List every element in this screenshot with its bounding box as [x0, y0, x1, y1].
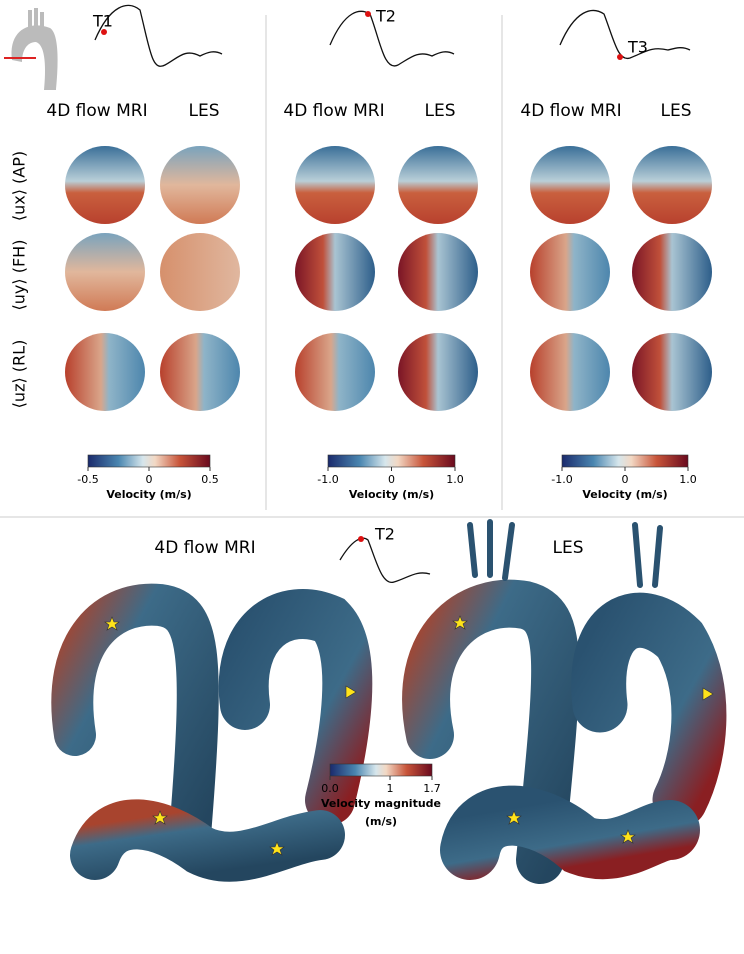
column-label: 4D flow MRI [283, 101, 384, 121]
velocity-disc [398, 146, 478, 224]
row-label: ⟨uz⟩ (RL) [10, 340, 29, 409]
colorbar-label: Velocity (m/s) [582, 488, 667, 501]
colorbar-tick-label: 1 [387, 782, 394, 795]
velocity-disc [65, 333, 145, 411]
velocity-disc [530, 333, 610, 411]
waveforms [94, 4, 691, 583]
velocity-disc [65, 233, 145, 311]
column-label: LES [552, 538, 583, 558]
colorbar-label: Velocity (m/s) [106, 488, 191, 501]
column-label: LES [424, 101, 455, 121]
aorta-icon [4, 8, 58, 90]
time-markers [101, 11, 623, 542]
streamlines [51, 519, 727, 884]
velocity-disc [632, 233, 712, 311]
column-label: 4D flow MRI [154, 538, 255, 558]
colorbar-tick-label: 0 [622, 473, 629, 486]
time-label: T1 [92, 12, 113, 31]
column-label: LES [188, 101, 219, 121]
colorbar-tick-label: 0 [146, 473, 153, 486]
velocity-disc [295, 146, 375, 224]
row-label: ⟨uy⟩ (FH) [10, 240, 29, 311]
velocity-disc [632, 333, 712, 411]
velocity-disc [295, 233, 375, 311]
dividers [0, 15, 744, 518]
velocity-disc [530, 146, 610, 224]
column-label: 4D flow MRI [46, 101, 147, 121]
colorbar [329, 763, 433, 777]
time-label: T3 [627, 38, 648, 57]
colorbar-tick-label: -0.5 [77, 473, 98, 486]
velocity-disc [398, 333, 478, 411]
colorbar [327, 454, 456, 468]
velocity-disc [398, 233, 478, 311]
colorbar-tick-label: -1.0 [551, 473, 572, 486]
time-label: T2 [374, 525, 395, 544]
velocity-disc [632, 146, 712, 224]
colorbar-unit: (m/s) [365, 815, 397, 828]
velocity-disc [530, 233, 610, 311]
colorbar [87, 454, 211, 468]
colorbar-label: Velocity (m/s) [349, 488, 434, 501]
colorbar-tick-label: 0.5 [201, 473, 219, 486]
colorbar-label: Velocity magnitude [321, 797, 441, 810]
velocity-disc [160, 146, 240, 224]
colorbar-tick-label: -1.0 [317, 473, 338, 486]
column-label: 4D flow MRI [520, 101, 621, 121]
colorbar [561, 454, 689, 468]
velocity-disc [65, 146, 145, 224]
column-label: LES [660, 101, 691, 121]
colorbars: -0.5 0 0.5 Velocity (m/s) -1.0 0 1.0 Velocity (… [77, 454, 697, 828]
colorbar-tick-label: 1.0 [446, 473, 464, 486]
row-label: ⟨ux⟩ (AP) [10, 151, 29, 221]
velocity-maps [65, 146, 712, 411]
colorbar-tick-label: 0 [388, 473, 395, 486]
time-label: T2 [375, 7, 396, 26]
colorbar-tick-label: 0.0 [321, 782, 339, 795]
colorbar-tick-label: 1.7 [423, 782, 441, 795]
velocity-disc [295, 333, 375, 411]
velocity-disc [160, 333, 240, 411]
colorbar-tick-label: 1.0 [679, 473, 697, 486]
markers [104, 615, 714, 856]
velocity-disc [160, 233, 240, 311]
